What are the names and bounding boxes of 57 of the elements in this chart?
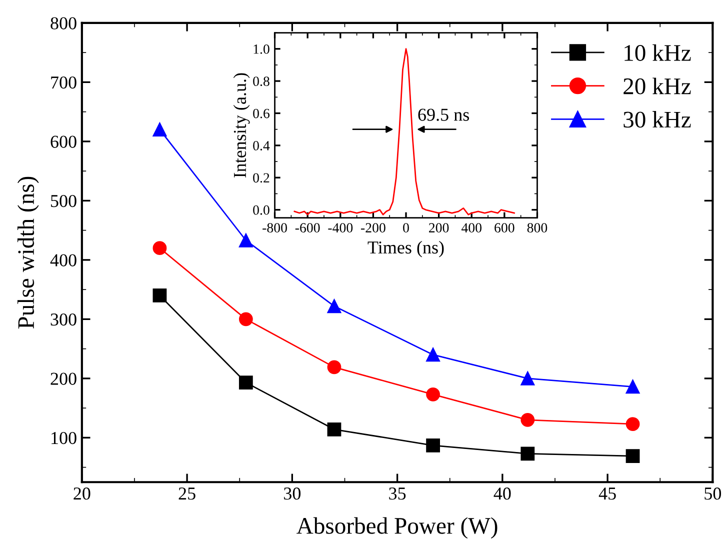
point bbox=[152, 241, 167, 256]
x-tick-label: -400 bbox=[328, 223, 353, 232]
x-tick-label: 30 bbox=[284, 488, 301, 500]
x-axis-title: Absorbed Power (W) bbox=[296, 517, 498, 539]
legend-label: 10 kHz bbox=[624, 44, 691, 61]
y-tick-label: 0.4 bbox=[253, 141, 270, 150]
x-tick-label: 20 bbox=[74, 488, 90, 500]
y-axis-title: Pulse width (ns) bbox=[17, 176, 39, 329]
x-tick-label: 200 bbox=[429, 223, 449, 232]
point bbox=[520, 412, 535, 427]
y-tick-label: 800 bbox=[50, 17, 76, 30]
point bbox=[152, 122, 167, 137]
legend-label: 20 kHz bbox=[624, 78, 691, 94]
y-tick-label: 0.6 bbox=[253, 108, 270, 118]
x-tick-label: 25 bbox=[178, 488, 196, 500]
x-tick-label: 0 bbox=[403, 223, 409, 232]
y-tick-label: 200 bbox=[50, 372, 76, 385]
point bbox=[626, 449, 640, 463]
point bbox=[327, 360, 342, 374]
legend-label: 30 kHz bbox=[624, 111, 691, 128]
y-tick-label: 0.8 bbox=[253, 76, 270, 86]
x-tick-label: -200 bbox=[360, 223, 386, 232]
x-axis-title: Times (ns) bbox=[368, 240, 444, 258]
y-tick-label: 0.2 bbox=[253, 173, 270, 183]
y-tick-label: 0.0 bbox=[253, 205, 270, 215]
point bbox=[238, 312, 253, 326]
x-tick-label: 800 bbox=[527, 223, 548, 232]
point bbox=[238, 233, 253, 248]
annotation: 69.5 ns bbox=[418, 108, 469, 121]
x-tick-label: 600 bbox=[494, 223, 514, 232]
y-tick-label: 1.0 bbox=[254, 44, 270, 54]
point bbox=[520, 371, 535, 386]
x-tick-label: 50 bbox=[704, 488, 722, 500]
point bbox=[327, 299, 342, 314]
point bbox=[327, 422, 342, 436]
x-tick-label: -800 bbox=[262, 223, 287, 232]
y-tick-label: 300 bbox=[50, 313, 76, 326]
y-tick-label: 100 bbox=[52, 432, 76, 444]
point bbox=[426, 438, 440, 452]
y-axis-title: Intensity (a.u.) bbox=[233, 73, 250, 178]
point bbox=[426, 348, 440, 362]
y-tick-label: 600 bbox=[50, 136, 76, 148]
line-series bbox=[294, 48, 515, 216]
point bbox=[626, 417, 640, 431]
x-tick-label: 40 bbox=[494, 488, 511, 500]
point bbox=[238, 376, 253, 390]
point bbox=[152, 288, 167, 302]
point bbox=[426, 387, 440, 402]
y-tick-label: 400 bbox=[50, 254, 76, 266]
point bbox=[520, 446, 535, 461]
x-tick-label: -600 bbox=[295, 223, 320, 232]
y-tick-label: 500 bbox=[51, 194, 76, 208]
point bbox=[626, 380, 640, 394]
x-tick-label: 35 bbox=[389, 488, 406, 500]
x-tick-label: 400 bbox=[461, 223, 482, 232]
y-tick-label: 700 bbox=[51, 76, 76, 89]
x-tick-label: 45 bbox=[598, 488, 616, 500]
